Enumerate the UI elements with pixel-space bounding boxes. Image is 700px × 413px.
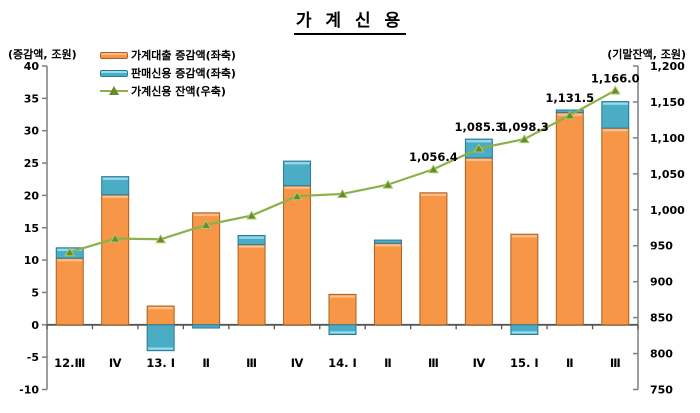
bars-household-loans: [55, 112, 630, 326]
point-labels: 1,056.4 1,085.31,098.3 1,131.5 1,166.0: [409, 71, 640, 164]
left-axis-tick-label: 25: [24, 157, 39, 170]
credit-balance-line: [64, 85, 621, 257]
x-axis-category-label: 12.Ⅲ: [54, 356, 85, 370]
legend: 가계대출 증감액(좌축) 판매신용 증감액(좌축) 가계신용 잔액(우축): [100, 46, 236, 100]
left-axis-tick-label: 15: [24, 222, 39, 235]
legend-item-credit-balance: 가계신용 잔액(우축): [100, 82, 236, 100]
balance-point-label: 1,166.0: [591, 71, 640, 85]
left-axis-tick-label: -5: [27, 351, 39, 364]
balance-point-label: 1,085.3: [455, 120, 504, 134]
x-axis-category-label: Ⅱ: [566, 356, 574, 370]
x-axis-category-label: 14. Ⅰ: [328, 356, 357, 370]
right-axis-tick-label: 750: [650, 384, 673, 397]
green-line-marker-swatch-icon: [100, 86, 128, 96]
chart-title: 가 계 신 용: [293, 6, 407, 35]
x-axis-category-label: Ⅳ: [109, 356, 122, 370]
triangle-marker-icon: [564, 110, 576, 120]
balance-point-label: 1,131.5: [545, 91, 594, 105]
x-axis-category-label: Ⅱ: [202, 356, 210, 370]
legend-item-household-loans: 가계대출 증감액(좌축): [100, 46, 236, 64]
balance-point-label: 1,098.3: [500, 120, 549, 134]
triangle-marker-icon: [473, 143, 485, 153]
right-axis-tick-label: 1,150: [650, 96, 685, 109]
right-axis-tick-label: 950: [650, 240, 673, 253]
triangle-marker-icon: [200, 219, 212, 229]
right-axis-tick-label: 800: [650, 348, 673, 361]
right-axis-tick-label: 1,050: [650, 168, 685, 181]
balance-point-label: 1,056.4: [409, 150, 458, 164]
left-axis-tick-label: 20: [24, 189, 40, 202]
chart-title-wrap: 가 계 신 용: [0, 6, 700, 35]
legend-label-credit-balance: 가계신용 잔액(우축): [131, 85, 226, 98]
left-axis-tick-label: 10: [24, 254, 40, 267]
legend-item-sales-credit: 판매신용 증감액(좌축): [100, 64, 236, 82]
x-axis-category-label: Ⅲ: [428, 356, 439, 370]
right-axis-tick-label: 1,100: [650, 132, 685, 145]
x-axis-category-label: Ⅲ: [610, 356, 621, 370]
blue-bar-swatch-icon: [100, 69, 128, 77]
axes: 40 35 30 25 20 15 10 5 0 -5 -10 1,200 1,150 1,100 1,05…: [19, 60, 685, 397]
triangle-marker-icon: [609, 85, 621, 95]
x-axis-category-label: Ⅲ: [246, 356, 257, 370]
triangle-marker-icon: [246, 210, 257, 220]
left-axis-caption: (증감액, 조원): [8, 48, 77, 61]
triangle-marker-icon: [109, 233, 121, 243]
x-axis-category-label: Ⅳ: [291, 356, 304, 370]
right-axis-caption: (기말잔액, 조원): [607, 48, 686, 61]
triangle-marker-icon: [518, 134, 530, 144]
triangle-marker-icon: [64, 247, 76, 257]
x-axis-category-label: 15. Ⅰ: [510, 356, 539, 370]
right-axis-tick-label: 850: [650, 312, 673, 325]
left-axis-tick-label: 5: [31, 286, 39, 299]
right-axis-tick-label: 900: [650, 276, 673, 289]
orange-bar-swatch-icon: [100, 51, 128, 59]
left-axis-tick-label: 35: [24, 92, 39, 105]
triangle-marker-icon: [337, 188, 348, 198]
legend-label-household-loans: 가계대출 증감액(좌축): [131, 49, 236, 62]
right-axis-tick-label: 1,200: [650, 60, 685, 73]
x-axis-category-label: Ⅳ: [473, 356, 486, 370]
triangle-marker-icon: [382, 179, 394, 189]
triangle-marker-icon: [291, 191, 303, 201]
left-axis-tick-label: 30: [24, 125, 40, 138]
left-axis-tick-label: 40: [24, 60, 40, 73]
triangle-marker-icon: [155, 234, 167, 244]
left-axis-tick-label: 0: [31, 319, 39, 332]
left-axis-tick-label: -10: [19, 384, 39, 397]
triangle-marker-icon: [428, 164, 439, 174]
legend-label-sales-credit: 판매신용 증감액(좌축): [131, 67, 236, 80]
right-axis-tick-label: 1,000: [650, 204, 685, 217]
x-axis-category-label: 13. Ⅰ: [146, 356, 175, 370]
x-axis-category-label: Ⅱ: [384, 356, 392, 370]
